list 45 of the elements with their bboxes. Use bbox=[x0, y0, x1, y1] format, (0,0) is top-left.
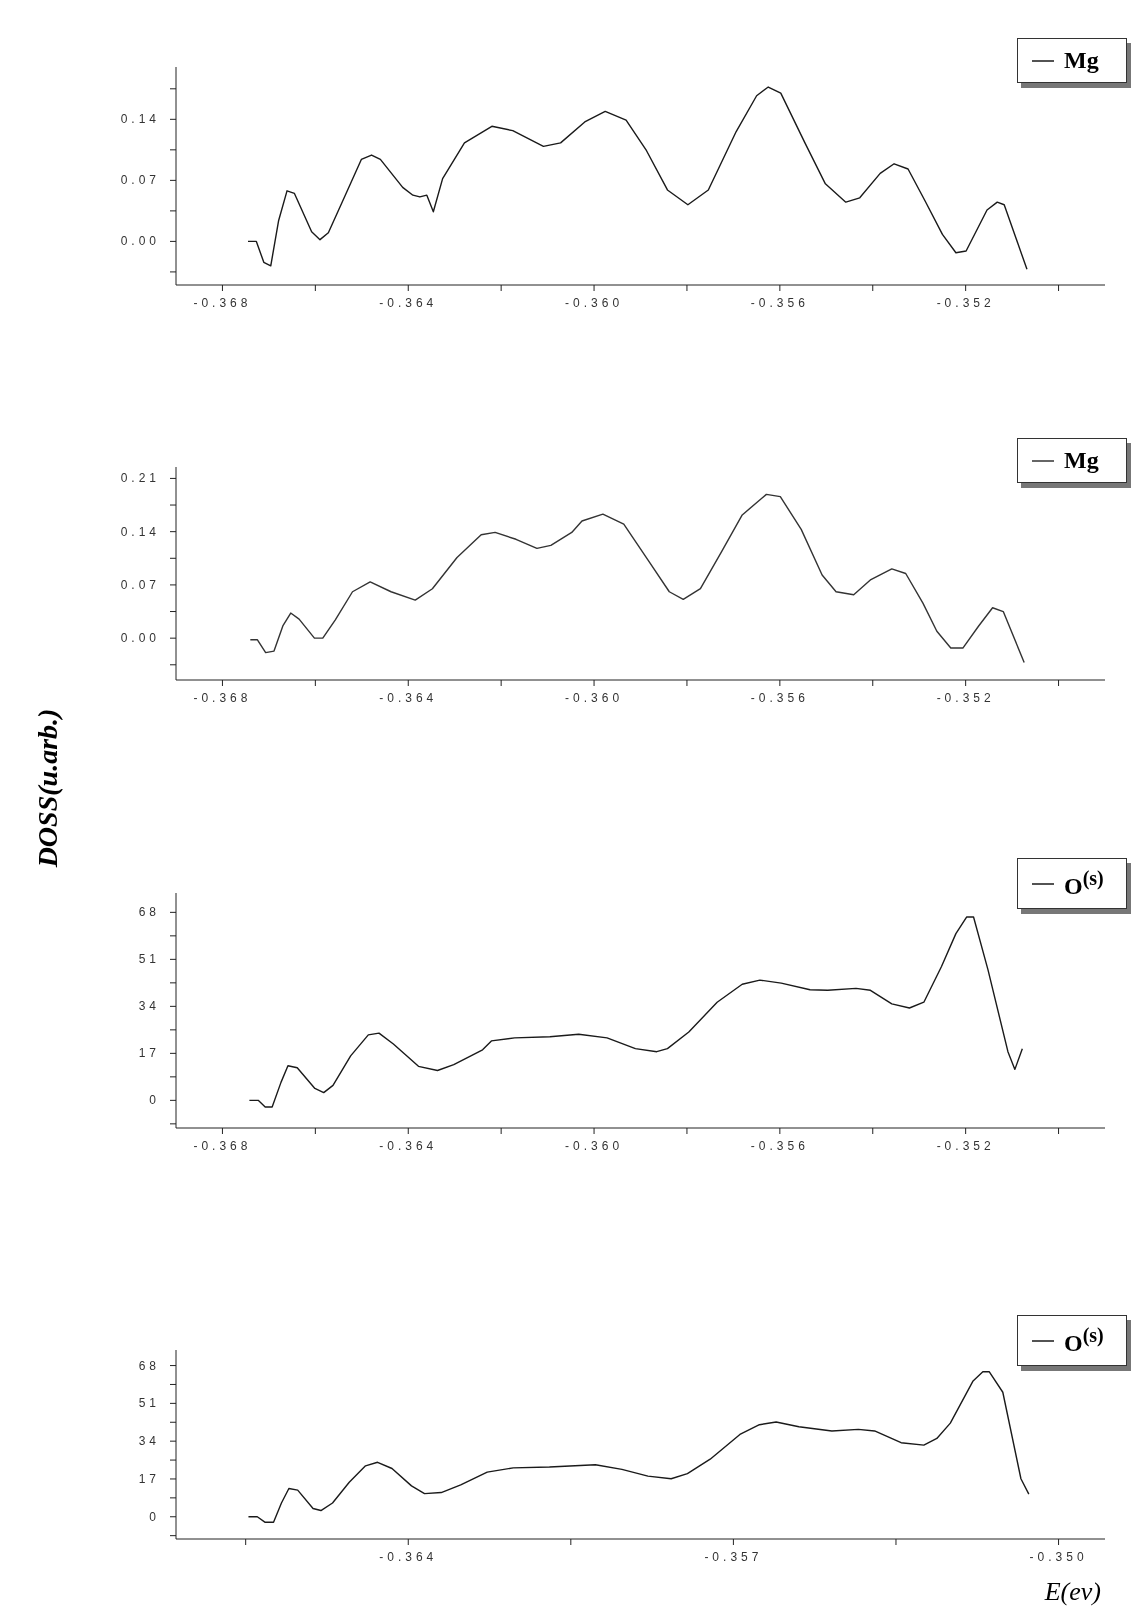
y-tick-label: 68 bbox=[138, 905, 160, 920]
y-tick-label: 17 bbox=[138, 1471, 160, 1486]
y-tick-label: 51 bbox=[138, 1396, 160, 1411]
legend-label: Mg bbox=[1064, 447, 1099, 474]
line-series bbox=[249, 493, 1025, 664]
line-series bbox=[248, 916, 1024, 1108]
x-tick-label: -0.360 bbox=[565, 296, 624, 310]
x-axis-title: E(ev) bbox=[1044, 1577, 1101, 1607]
x-tick-label: -0.352 bbox=[936, 691, 995, 705]
x-tick-label: -0.357 bbox=[704, 1550, 763, 1564]
x-tick-label: -0.364 bbox=[379, 1139, 438, 1153]
x-tick-label: -0.368 bbox=[193, 691, 252, 705]
y-tick-label: 34 bbox=[138, 999, 160, 1014]
y-tick-label: 0.00 bbox=[120, 631, 160, 646]
x-tick-label: -0.364 bbox=[379, 691, 438, 705]
y-tick-label: 68 bbox=[138, 1358, 160, 1373]
y-tick-label: 0.14 bbox=[120, 524, 160, 539]
x-tick-label: -0.352 bbox=[936, 1139, 995, 1153]
y-tick-label: 34 bbox=[138, 1434, 160, 1449]
y-tick-label: 51 bbox=[138, 952, 160, 967]
legend-label: Mg bbox=[1064, 47, 1099, 74]
y-tick-label: 17 bbox=[138, 1046, 160, 1061]
y-tick-label: 0.21 bbox=[120, 471, 160, 486]
y-tick-label: 0.14 bbox=[120, 112, 160, 127]
x-tick-label: -0.368 bbox=[193, 1139, 252, 1153]
x-tick-label: -0.364 bbox=[379, 296, 438, 310]
line-series bbox=[247, 86, 1028, 270]
x-tick-label: -0.360 bbox=[565, 691, 624, 705]
line-series bbox=[247, 1371, 1030, 1524]
legend-label: O$^{(s)}$ bbox=[1064, 1324, 1104, 1357]
y-axis-title: DOSS(u.arb.) bbox=[32, 708, 64, 868]
legend-label: O$^{(s)}$ bbox=[1064, 867, 1104, 900]
x-tick-label: -0.356 bbox=[750, 691, 809, 705]
y-tick-label: 0.07 bbox=[120, 173, 160, 188]
y-tick-label: 0 bbox=[149, 1509, 160, 1524]
x-tick-label: -0.350 bbox=[1029, 1550, 1088, 1564]
y-tick-label: 0 bbox=[149, 1093, 160, 1108]
x-tick-label: -0.368 bbox=[193, 296, 252, 310]
x-tick-label: -0.356 bbox=[750, 1139, 809, 1153]
x-tick-label: -0.364 bbox=[379, 1550, 438, 1564]
y-tick-label: 0.07 bbox=[120, 577, 160, 592]
x-tick-label: -0.356 bbox=[750, 296, 809, 310]
x-tick-label: -0.352 bbox=[936, 296, 995, 310]
y-tick-label: 0.00 bbox=[120, 234, 160, 249]
x-tick-label: -0.360 bbox=[565, 1139, 624, 1153]
